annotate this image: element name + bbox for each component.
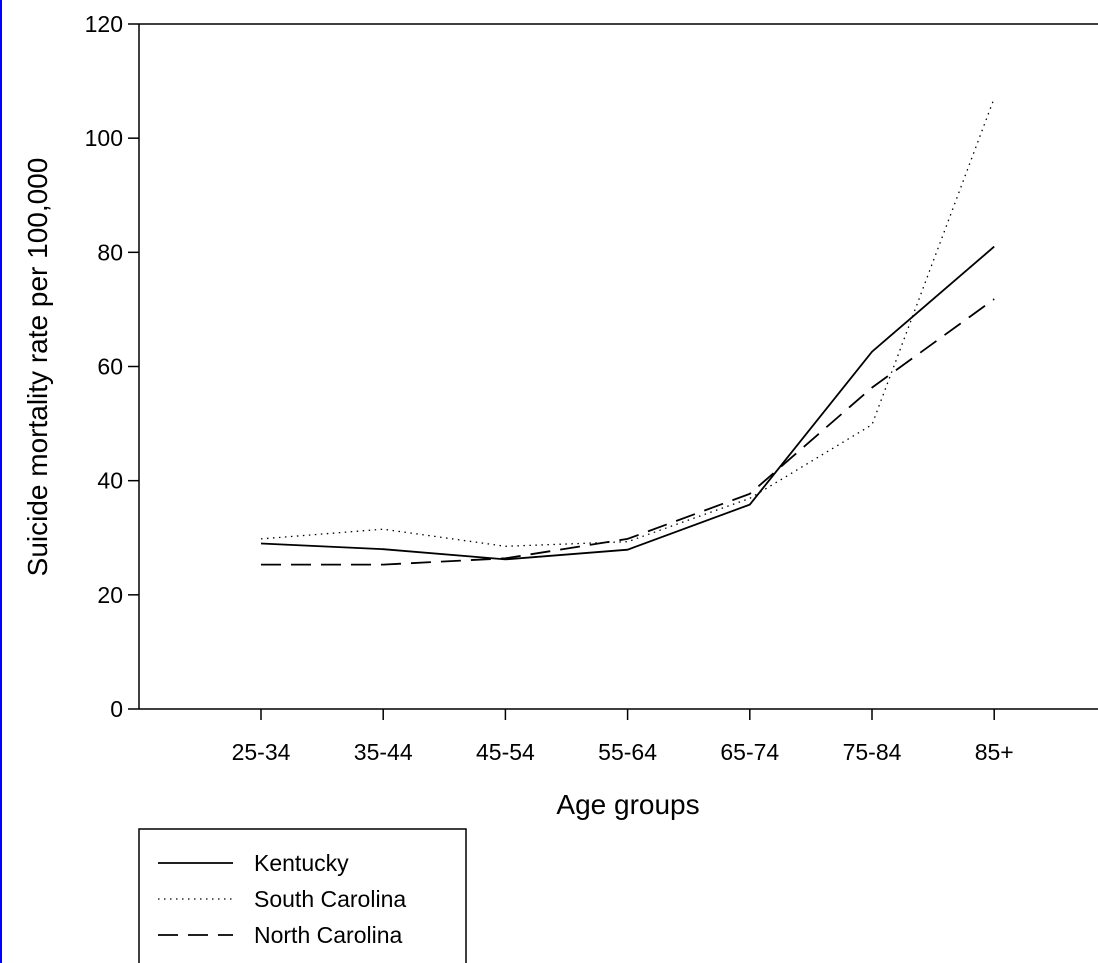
left-edge-border xyxy=(0,0,2,963)
x-tick-label: 35-44 xyxy=(354,739,413,765)
series-line-south-carolina xyxy=(260,97,995,547)
x-tick-label: 65-74 xyxy=(720,739,779,765)
x-tick-label: 55-64 xyxy=(598,739,657,765)
x-tick-label: 75-84 xyxy=(843,739,902,765)
axes xyxy=(138,23,1098,710)
y-axis-title: Suicide mortality rate per 100,000 xyxy=(22,158,53,577)
y-tick-label: 100 xyxy=(85,125,123,151)
legend-label: Kentucky xyxy=(254,850,349,876)
x-axis-ticks: 25-34 35-44 45-54 55-64 65-74 75-84 85+ xyxy=(232,709,1014,765)
x-tick-label: 45-54 xyxy=(476,739,535,765)
x-tick-label: 85+ xyxy=(975,739,1014,765)
y-tick-label: 80 xyxy=(97,239,123,265)
series-line-north-carolina xyxy=(261,298,995,566)
y-tick-label: 60 xyxy=(97,354,123,380)
legend: Kentucky South Carolina North Carolina xyxy=(138,828,467,963)
y-tick-label: 0 xyxy=(110,696,123,722)
y-tick-label: 20 xyxy=(97,582,123,608)
legend-label: South Carolina xyxy=(254,886,406,912)
y-tick-label: 40 xyxy=(97,468,123,494)
series-line-kentucky xyxy=(260,245,995,561)
x-tick-label: 25-34 xyxy=(232,739,291,765)
series-lines xyxy=(260,97,995,566)
y-axis-ticks: 0 20 40 60 80 100 120 xyxy=(85,11,139,722)
legend-label: North Carolina xyxy=(254,922,402,948)
x-axis-title: Age groups xyxy=(556,789,699,820)
legend-box xyxy=(138,828,467,963)
y-tick-label: 120 xyxy=(85,11,123,37)
